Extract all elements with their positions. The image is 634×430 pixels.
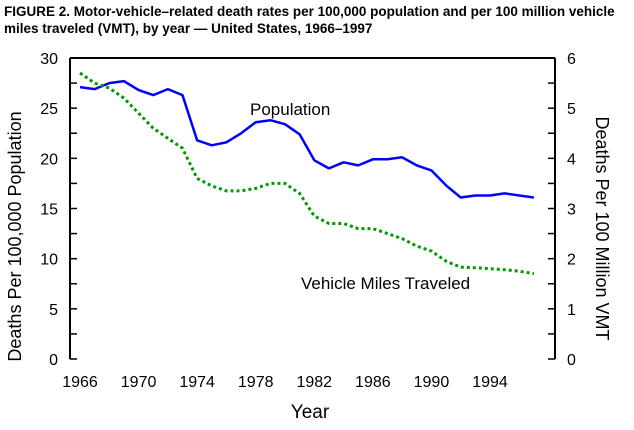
y-tick-label: 15	[40, 202, 58, 219]
series-line-vmt	[79, 71, 535, 276]
x-tick-label: 1982	[296, 374, 332, 391]
x-tick-label: 1970	[121, 374, 157, 391]
y-tick-label: 10	[40, 252, 58, 269]
y-tick-label: 25	[40, 101, 58, 118]
series-line-population	[79, 79, 535, 199]
y2-tick-label: 0	[567, 352, 576, 369]
series-label-vmt: Vehicle Miles Traveled	[301, 274, 470, 293]
y2-tick-label: 6	[567, 51, 576, 68]
y2-tick-label: 3	[567, 202, 576, 219]
y-tick-label: 30	[40, 51, 58, 68]
y-tick-label: 0	[49, 352, 58, 369]
x-tick-label: 1966	[62, 374, 98, 391]
y2-tick-label: 1	[567, 302, 576, 319]
series-label-population: Population	[250, 100, 330, 119]
y-tick-label: 20	[40, 151, 58, 168]
x-tick-label: 1974	[179, 374, 215, 391]
x-axis-label: Year	[291, 402, 330, 423]
y2-axis-label: Deaths Per 100 Million VMT	[592, 116, 612, 340]
x-tick-label: 1978	[238, 374, 274, 391]
x-tick-label: 1994	[472, 374, 508, 391]
y2-tick-label: 2	[567, 252, 576, 269]
y-axis-label: Deaths Per 100,000 Population	[5, 111, 25, 361]
chart-title: FIGURE 2. Motor-vehicle–related death ra…	[4, 4, 615, 36]
x-tick-label: 1986	[355, 374, 391, 391]
y2-tick-label: 4	[567, 151, 576, 168]
y2-tick-label: 5	[567, 101, 576, 118]
y-tick-label: 5	[49, 302, 58, 319]
x-tick-label: 1990	[414, 374, 450, 391]
